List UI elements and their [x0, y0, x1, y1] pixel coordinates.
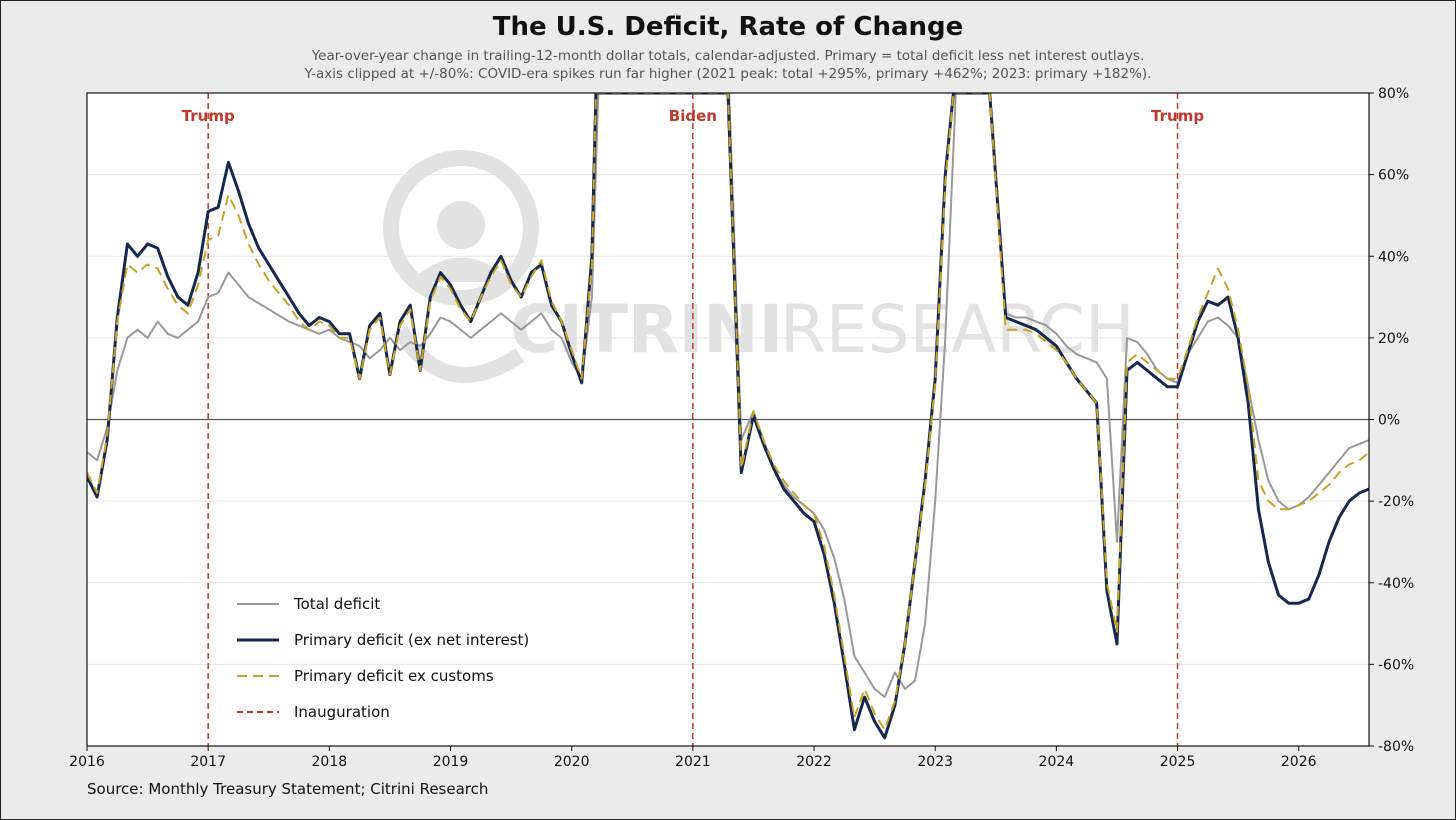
president-label: Trump: [182, 107, 235, 125]
series-line-2: [87, 93, 1369, 740]
chart-subtitle-line-2: Y-axis clipped at +/-80%: COVID-era spik…: [304, 66, 1152, 82]
x-tick-label: 2020: [554, 754, 590, 770]
chart-subtitle-line-1: Year-over-year change in trailing-12-mon…: [311, 48, 1145, 64]
x-tick-label: 2024: [1039, 754, 1075, 770]
series-line-3: [87, 93, 1369, 731]
watermark-head: [437, 201, 485, 249]
chart-title: The U.S. Deficit, Rate of Change: [492, 12, 964, 42]
x-tick-label: 2016: [69, 754, 105, 770]
legend-label: Primary deficit (ex net interest): [294, 631, 529, 649]
y-tick-label: -20%: [1378, 494, 1414, 510]
legend-label: Inauguration: [294, 703, 390, 721]
y-tick-label: -40%: [1378, 576, 1414, 592]
watermark-ring: [383, 150, 539, 306]
y-tick-label: 60%: [1378, 168, 1409, 184]
x-axis: 2016 2017 2018 2019 2020 2021 2022 2023 2024 2025…: [69, 746, 1317, 770]
series-lines: [87, 93, 1369, 740]
y-tick-label: 20%: [1378, 331, 1409, 347]
president-label: Biden: [669, 107, 717, 125]
x-tick-label: 2021: [675, 754, 711, 770]
gridlines: [87, 174, 1369, 665]
inauguration-markers: Trump Biden Trump: [182, 93, 1204, 746]
source-note: Source: Monthly Treasury Statement; Citr…: [87, 780, 489, 798]
x-tick-label: 2019: [433, 754, 469, 770]
x-tick-label: 2026: [1281, 754, 1317, 770]
x-tick-label: 2023: [917, 754, 953, 770]
watermark-tail: [393, 325, 525, 383]
x-tick-label: 2018: [312, 754, 348, 770]
x-tick-label: 2025: [1160, 754, 1196, 770]
x-tick-label: 2022: [796, 754, 832, 770]
x-tick-label: 2017: [190, 754, 226, 770]
president-label: Trump: [1151, 107, 1204, 125]
y-tick-label: 0%: [1378, 413, 1400, 429]
watermark-text-light: RESEARCH: [780, 291, 1135, 368]
legend: Total deficit Primary deficit (ex net int…: [237, 595, 529, 721]
y-tick-label: 40%: [1378, 249, 1409, 265]
y-tick-label: -80%: [1378, 739, 1414, 755]
legend-label: Primary deficit ex customs: [294, 667, 494, 685]
y-tick-label: -60%: [1378, 657, 1414, 673]
y-tick-label: 80%: [1378, 86, 1409, 102]
y-axis: 80% 60% 40% 20% 0% -20% -40% -60% -80%: [1369, 86, 1414, 755]
legend-label: Total deficit: [293, 595, 380, 613]
